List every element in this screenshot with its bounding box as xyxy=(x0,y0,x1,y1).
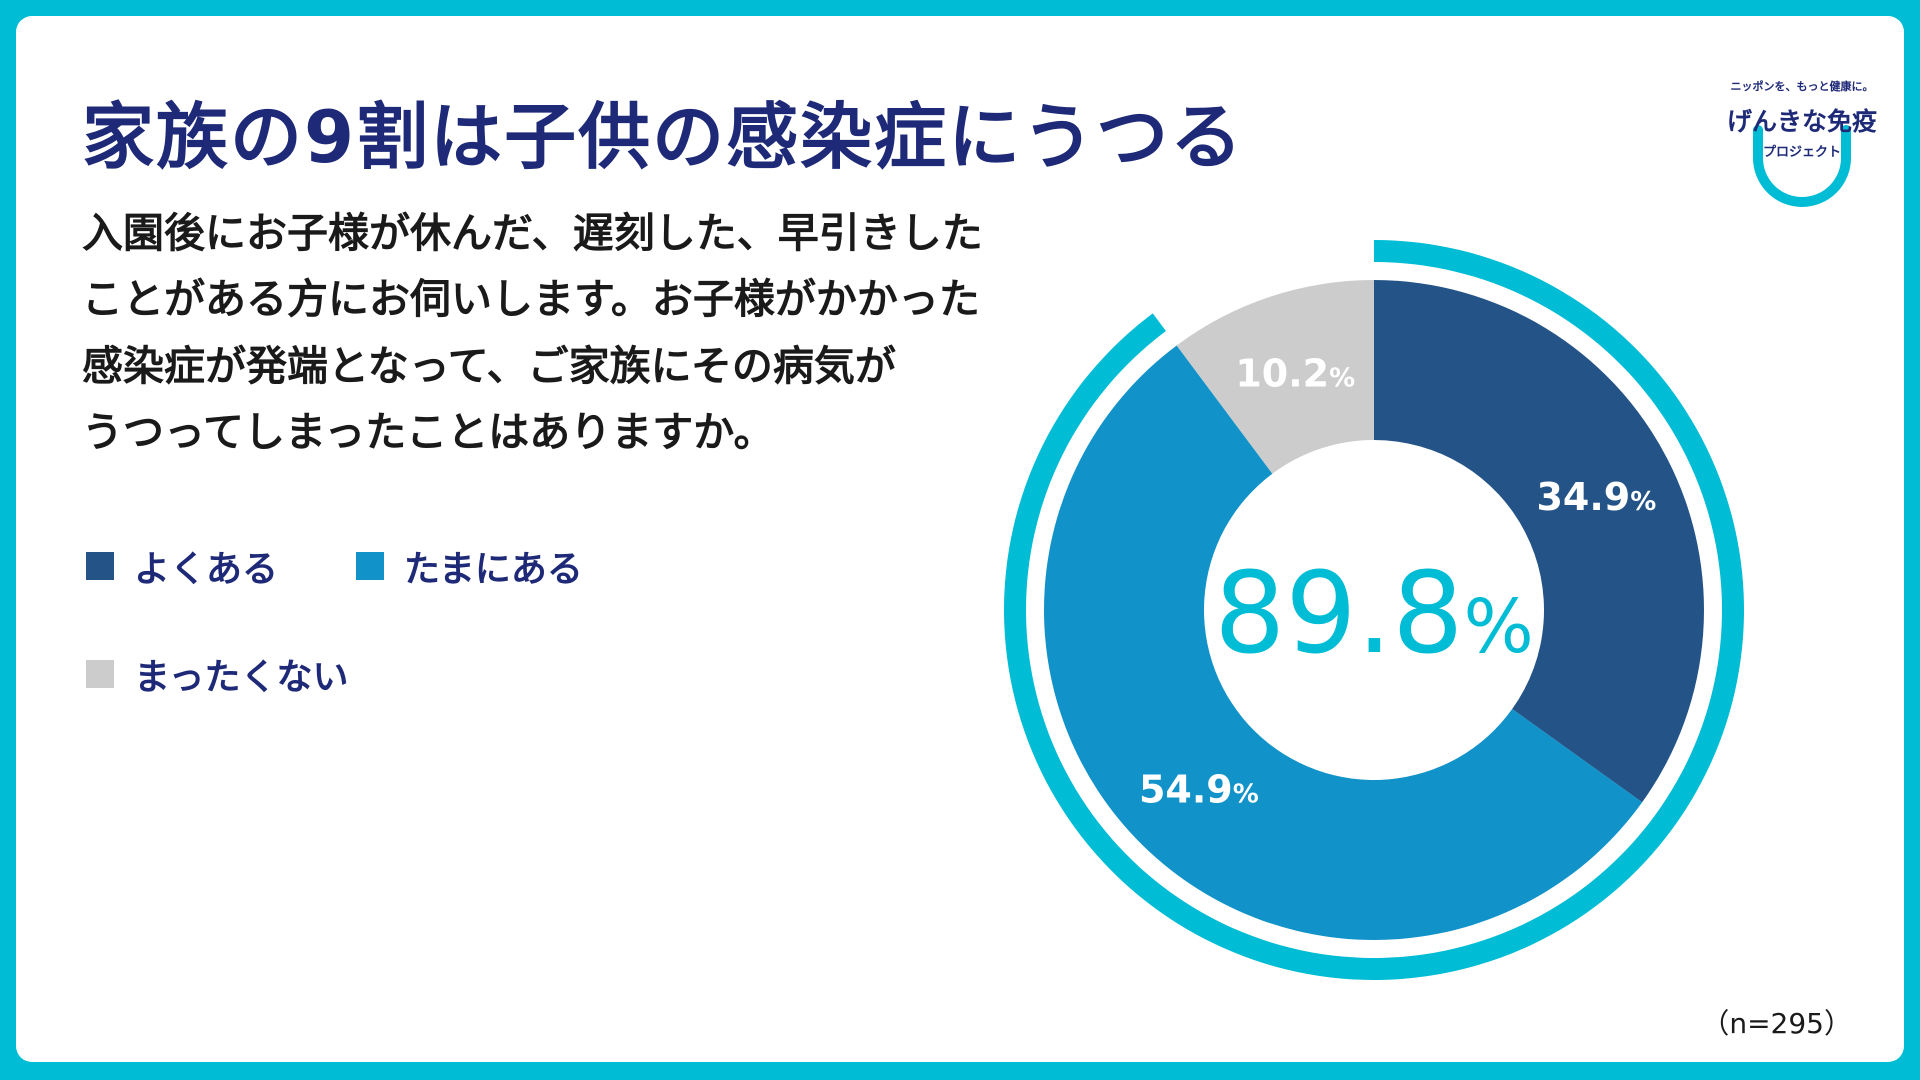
legend-label: よくある xyxy=(134,549,279,590)
question-line: うつってしまったことはありますか。 xyxy=(82,408,775,457)
logo-tagline: ニッポンを、もっと健康に。 xyxy=(1731,79,1874,93)
chart-card: 家族の9割は子供の感染症にうつる 入園後にお子様が休んだ、遅刻した、早引きした … xyxy=(16,16,1904,1062)
legend-swatch-often xyxy=(86,552,114,580)
logo-subtitle: プロジェクト xyxy=(1763,145,1841,160)
question-line: ことがある方にお伺いします。お子様がかかった xyxy=(82,275,980,324)
data-label-often: 34.9% xyxy=(1536,475,1656,519)
logo-name: げんきな免疫 xyxy=(1727,107,1877,136)
legend-item-never: まったくない xyxy=(86,648,349,700)
legend-swatch-sometimes xyxy=(356,552,384,580)
center-total-label: 89.8% xyxy=(1214,549,1534,679)
sample-size: （n=295） xyxy=(1701,1007,1852,1040)
legend-item-often: よくある xyxy=(86,540,278,592)
data-label-sometimes: 54.9% xyxy=(1139,767,1259,811)
donut-slice-never xyxy=(1176,280,1374,474)
donut-chart: 34.9% 54.9% 10.2% 89.8% xyxy=(1004,240,1744,981)
legend-label: たまにある xyxy=(404,549,583,590)
question-line: 入園後にお子様が休んだ、遅刻した、早引きした xyxy=(82,209,983,257)
donut-slice-often xyxy=(1374,280,1704,803)
donut-slice-sometimes xyxy=(1043,345,1643,941)
logo-shield-shape xyxy=(1753,125,1851,207)
question-line: 感染症が発端となって、ご家族にその病気が xyxy=(82,341,896,390)
survey-question: 入園後にお子様が休んだ、遅刻した、早引きした ことがある方にお伺いします。お子様… xyxy=(82,200,1022,466)
legend-item-sometimes: たまにある xyxy=(356,540,583,592)
data-label-never: 10.2% xyxy=(1235,352,1355,396)
genki-na-meneki-logo: ニッポンを、もっと健康に。 げんきな免疫 プロジェクト xyxy=(1727,79,1877,207)
legend-label: まったくない xyxy=(134,657,349,698)
legend-swatch-never xyxy=(86,660,114,688)
chart-title: 家族の9割は子供の感染症にうつる xyxy=(82,95,1245,179)
